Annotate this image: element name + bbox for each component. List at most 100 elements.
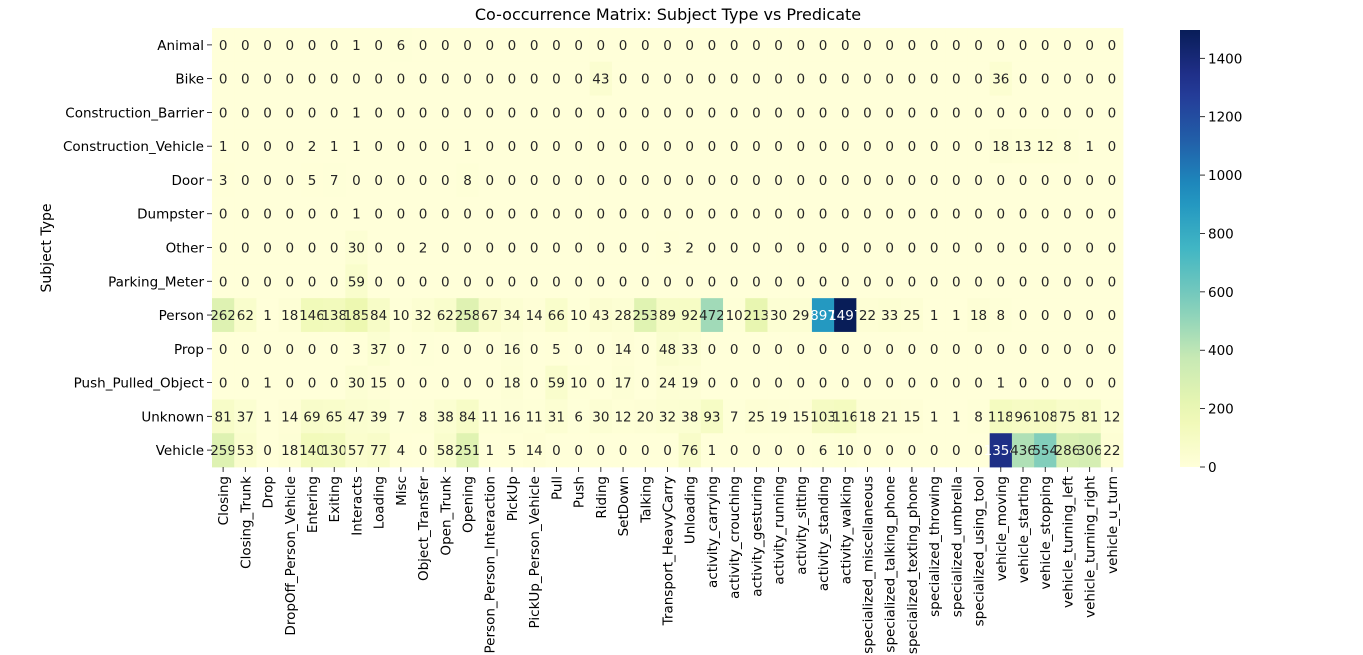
heatmap-cell	[545, 129, 568, 164]
cell-value-label: 0	[463, 72, 472, 88]
heatmap-cell	[500, 433, 524, 468]
heatmap-cell	[1034, 331, 1057, 367]
heatmap-cell	[1056, 61, 1079, 96]
cell-value-label: 0	[463, 342, 472, 358]
cell-value-label: 0	[1041, 72, 1050, 88]
heatmap-cell	[300, 331, 324, 367]
cell-value-label: 19	[770, 409, 787, 425]
heatmap-cell	[345, 331, 368, 367]
cell-value-label: 0	[241, 207, 250, 223]
heatmap-cell	[389, 298, 413, 333]
cell-value-label: 0	[885, 376, 894, 392]
cell-value-label: 7	[419, 342, 428, 358]
heatmap-cell	[1056, 196, 1079, 232]
cell-value-label: 0	[774, 241, 783, 257]
heatmap-cell	[234, 61, 257, 96]
cell-value-label: 0	[708, 241, 717, 257]
heatmap-cell	[234, 230, 257, 265]
cell-value-label: 0	[419, 173, 428, 189]
heatmap-cell	[500, 298, 524, 333]
cell-value-label: 0	[797, 139, 806, 155]
cell-value-label: 18	[503, 376, 520, 392]
heatmap-cell	[856, 28, 879, 63]
cell-value-label: 0	[952, 173, 961, 189]
heatmap-cell	[278, 95, 302, 130]
heatmap-cell	[1056, 298, 1079, 333]
column-tick-label: specialized_umbrella	[949, 476, 965, 617]
heatmap-cell	[278, 331, 302, 367]
colorbar-tick-label: 800	[1208, 226, 1234, 242]
cell-value-label: 0	[930, 38, 939, 54]
cell-value-label: 12	[1103, 409, 1120, 425]
heatmap-cell	[345, 196, 368, 232]
cell-value-label: 7	[330, 173, 339, 189]
heatmap-cell	[900, 365, 924, 400]
heatmap-cell	[1056, 129, 1079, 164]
cell-value-label: 0	[330, 105, 339, 121]
heatmap-cell	[900, 163, 924, 198]
cell-value-label: 0	[419, 443, 428, 459]
cell-value-label: 0	[552, 72, 561, 88]
cell-value-label: 0	[774, 173, 783, 189]
cell-value-label: 0	[308, 241, 317, 257]
cell-value-label: 0	[774, 72, 783, 88]
heatmap-cell	[1100, 163, 1124, 198]
heatmap-cell	[745, 298, 768, 333]
cell-value-label: 0	[863, 72, 872, 88]
heatmap-cell	[323, 298, 346, 333]
row-tick-label: Vehicle	[156, 443, 204, 459]
heatmap-cell	[611, 95, 635, 130]
heatmap-cell	[878, 95, 902, 130]
heatmap-cell	[278, 264, 302, 299]
cell-value-label: 0	[241, 72, 250, 88]
cell-value-label: 0	[930, 105, 939, 121]
cell-value-label: 0	[974, 207, 983, 223]
cell-value-label: 0	[952, 443, 961, 459]
heatmap-cell	[723, 230, 746, 265]
row-tick-label: Bike	[175, 72, 204, 88]
heatmap-cell	[367, 230, 391, 265]
heatmap-cell	[1056, 365, 1079, 400]
cell-value-label: 0	[219, 376, 228, 392]
heatmap-cell	[500, 365, 524, 400]
heatmap-cell	[611, 129, 635, 164]
cell-value-label: 18	[992, 139, 1009, 155]
cell-value-label: 0	[508, 72, 517, 88]
heatmap-cell	[500, 196, 524, 232]
heatmap-cell	[1100, 95, 1124, 130]
cell-value-label: 0	[1063, 274, 1072, 290]
column-tick-label: Push	[572, 476, 588, 508]
cell-value-label: 0	[508, 105, 517, 121]
heatmap-cell	[811, 298, 835, 333]
cell-value-label: 0	[308, 38, 317, 54]
heatmap-cell	[767, 264, 791, 299]
heatmap-cell	[945, 331, 968, 367]
cell-value-label: 0	[774, 342, 783, 358]
heatmap-cell	[789, 129, 813, 164]
heatmap-cell	[945, 28, 968, 63]
heatmap-cell	[212, 365, 235, 400]
heatmap-cell	[923, 163, 946, 198]
cell-value-label: 0	[285, 241, 294, 257]
heatmap-cell	[411, 230, 435, 265]
heatmap-cell	[234, 95, 257, 130]
cell-value-label: 0	[819, 105, 828, 121]
cell-value-label: 0	[819, 173, 828, 189]
heatmap-cell	[678, 298, 702, 333]
heatmap-cell	[878, 365, 902, 400]
cell-value-label: 5	[508, 443, 517, 459]
cell-value-label: 65	[326, 409, 343, 425]
cell-value-label: 0	[419, 207, 428, 223]
cell-value-label: 0	[1063, 72, 1072, 88]
heatmap-cell	[745, 129, 768, 164]
cell-value-label: 0	[1019, 173, 1028, 189]
heatmap-cell	[811, 433, 835, 468]
heatmap-cell	[1011, 28, 1035, 63]
cell-value-label: 15	[903, 409, 920, 425]
cell-value-label: 0	[530, 376, 539, 392]
heatmap-cell	[745, 163, 768, 198]
cell-value-label: 0	[485, 139, 494, 155]
cell-value-label: 0	[641, 139, 650, 155]
heatmap-cell	[300, 365, 324, 400]
